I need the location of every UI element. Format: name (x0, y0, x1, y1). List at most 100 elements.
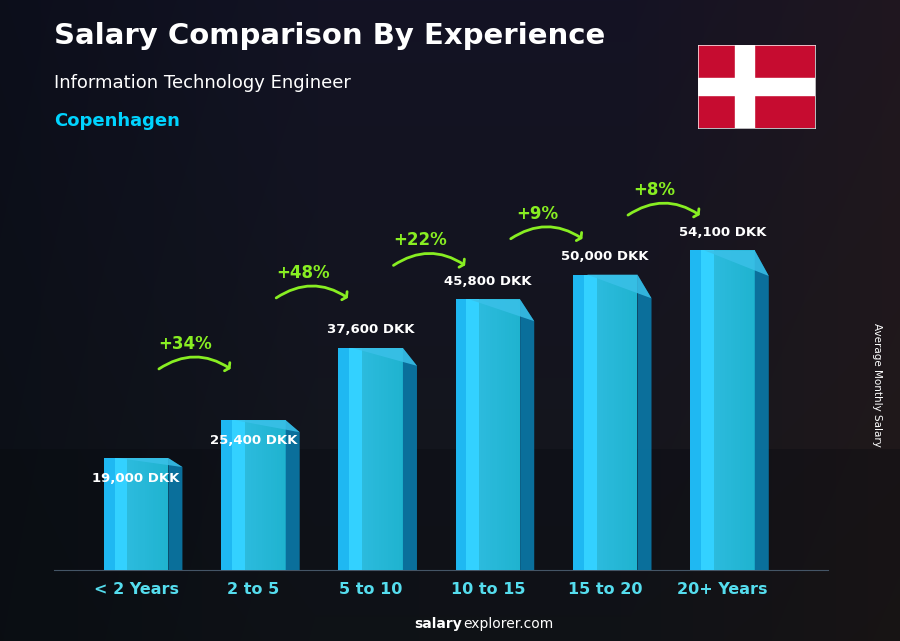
Bar (262, 420, 264, 570)
Bar (230, 420, 232, 570)
Bar (257, 420, 260, 570)
Bar (125, 458, 128, 570)
Bar (156, 458, 158, 570)
Bar (720, 251, 723, 570)
Text: Salary Comparison By Experience: Salary Comparison By Experience (54, 22, 605, 51)
Bar (340, 348, 343, 570)
Bar (748, 251, 751, 570)
Bar (744, 251, 746, 570)
Bar (121, 458, 123, 570)
Bar (345, 348, 347, 570)
Bar (698, 78, 814, 96)
Bar (483, 299, 486, 570)
Bar (366, 348, 368, 570)
Bar (159, 458, 162, 570)
Bar (466, 299, 469, 570)
Bar (264, 420, 266, 570)
Bar (123, 458, 125, 570)
Text: 45,800 DKK: 45,800 DKK (445, 274, 532, 288)
Bar (371, 348, 373, 570)
Bar (349, 348, 351, 570)
Bar (377, 348, 379, 570)
Text: +34%: +34% (158, 335, 212, 353)
Bar (364, 348, 366, 570)
Bar (707, 251, 709, 570)
Bar (727, 251, 729, 570)
Bar (162, 458, 164, 570)
Bar (273, 420, 274, 570)
Bar (455, 299, 458, 570)
Bar (734, 251, 735, 570)
Bar (460, 299, 462, 570)
Bar (221, 420, 223, 570)
Bar (458, 299, 460, 570)
Bar (149, 458, 151, 570)
Bar (166, 458, 168, 570)
Bar (238, 420, 240, 570)
Bar (603, 274, 605, 570)
Text: 25,400 DKK: 25,400 DKK (210, 434, 297, 447)
Bar (697, 251, 698, 570)
Bar (382, 348, 383, 570)
Bar (400, 348, 403, 570)
Bar (279, 420, 282, 570)
Bar (388, 348, 390, 570)
Bar (223, 420, 225, 570)
Bar (608, 274, 609, 570)
Bar (375, 348, 377, 570)
Bar (712, 251, 714, 570)
Bar (609, 274, 612, 570)
Bar (511, 299, 514, 570)
Bar (142, 458, 145, 570)
Text: salary: salary (414, 617, 462, 631)
Bar (635, 274, 637, 570)
Polygon shape (455, 299, 535, 321)
Bar (735, 251, 737, 570)
Text: +8%: +8% (634, 181, 675, 199)
Bar (740, 251, 742, 570)
Bar (347, 348, 349, 570)
Bar (612, 274, 614, 570)
Bar (139, 458, 140, 570)
Bar (695, 251, 697, 570)
Text: 50,000 DKK: 50,000 DKK (562, 250, 649, 263)
Bar (692, 251, 695, 570)
Bar (616, 274, 618, 570)
Bar (503, 299, 505, 570)
Bar (130, 458, 131, 570)
Bar (588, 274, 590, 570)
Bar (500, 299, 503, 570)
Bar (629, 274, 631, 570)
Bar (477, 299, 480, 570)
Bar (164, 458, 166, 570)
Bar (709, 251, 712, 570)
Bar (368, 348, 371, 570)
Bar (488, 299, 490, 570)
Bar (373, 348, 375, 570)
Bar (243, 420, 245, 570)
Bar (134, 458, 136, 570)
Bar (714, 251, 716, 570)
Bar (260, 420, 262, 570)
Bar (362, 348, 364, 570)
Bar (360, 348, 362, 570)
Bar (590, 274, 592, 570)
Bar (751, 251, 752, 570)
Bar (469, 299, 471, 570)
Bar (354, 348, 356, 570)
Text: +9%: +9% (516, 204, 558, 222)
Bar (282, 420, 284, 570)
Bar (240, 420, 243, 570)
Bar (386, 348, 388, 570)
Bar (128, 458, 130, 570)
Text: Average Monthly Salary: Average Monthly Salary (872, 322, 883, 447)
Bar (232, 420, 234, 570)
Bar (228, 420, 230, 570)
Bar (729, 251, 731, 570)
Bar (394, 348, 396, 570)
Bar (592, 274, 594, 570)
Bar (112, 458, 114, 570)
Bar (718, 251, 720, 570)
Bar (509, 299, 511, 570)
Bar (516, 299, 518, 570)
